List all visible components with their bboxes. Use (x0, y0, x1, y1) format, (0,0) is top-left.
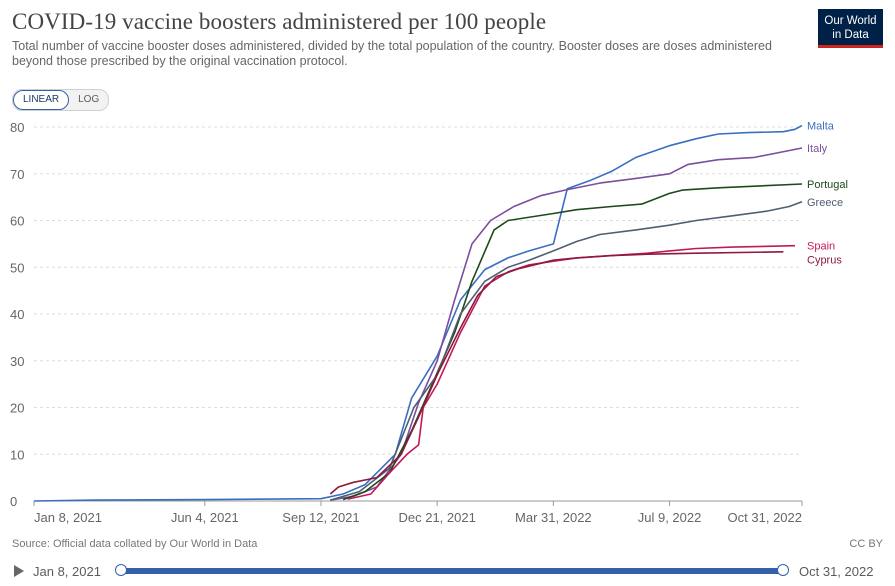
x-tick-label: Jul 9, 2022 (638, 510, 702, 525)
timeline-end-handle[interactable] (777, 564, 789, 576)
series-line[interactable] (347, 244, 796, 500)
y-tick-label: 0 (10, 494, 17, 509)
x-tick-label: Mar 31, 2022 (515, 510, 592, 525)
owid-logo[interactable]: Our World in Data (818, 9, 883, 48)
x-axis: Jan 8, 2021 Jun 4, 2021 Sep 12, 2021 Dec 21… (33, 500, 803, 525)
line-chart: 0 10 20 30 40 50 60 70 80 Jan 8, 2021 Jun 4, 2021… (10, 120, 848, 525)
y-tick-label: 70 (10, 167, 24, 182)
y-axis: 0 10 20 30 40 50 60 70 80 (10, 120, 24, 509)
y-tick-label: 20 (10, 401, 24, 416)
series-line[interactable] (330, 201, 803, 501)
series-line[interactable] (33, 124, 803, 502)
timeline-start-label: Jan 8, 2021 (33, 564, 101, 579)
logo-line-2: in Data (832, 29, 869, 41)
series-lines (33, 124, 803, 502)
y-tick-label: 40 (10, 307, 24, 322)
timeline-track[interactable] (121, 568, 783, 574)
chart-subtitle: Total number of vaccine booster doses ad… (12, 39, 772, 68)
source-note: Source: Official data collated by Our Wo… (12, 538, 258, 550)
x-tick-label: Oct 31, 2022 (728, 510, 802, 525)
series-label[interactable]: Cyprus (807, 255, 842, 267)
x-tick-label: Sep 12, 2021 (282, 510, 359, 525)
y-tick-label: 80 (10, 120, 24, 135)
timeline-end-label: Oct 31, 2022 (799, 564, 874, 579)
x-tick-label: Jan 8, 2021 (34, 510, 102, 525)
series-line[interactable] (330, 147, 803, 501)
series-line[interactable] (342, 183, 803, 501)
timeline-start-handle[interactable] (115, 564, 127, 576)
logo-stripe (818, 45, 883, 48)
series-line[interactable] (329, 251, 784, 495)
series-labels: Malta Italy Portugal Greece Spain Cyprus (807, 121, 848, 267)
license-link[interactable]: CC BY (849, 538, 883, 550)
y-tick-label: 50 (10, 260, 24, 275)
series-label[interactable]: Malta (807, 121, 835, 133)
log-scale-button[interactable]: LOG (78, 94, 100, 105)
logo-line-1: Our World (824, 15, 877, 27)
linear-scale-button[interactable]: LINEAR (13, 90, 70, 110)
play-icon[interactable] (14, 565, 24, 577)
series-label[interactable]: Portugal (807, 179, 848, 191)
series-label[interactable]: Greece (807, 197, 843, 209)
series-label[interactable]: Spain (807, 241, 835, 253)
scale-toggle: LINEAR LOG (12, 89, 110, 111)
timeline: Jan 8, 2021 Oct 31, 2022 (0, 558, 895, 584)
y-tick-label: 30 (10, 354, 24, 369)
y-tick-label: 60 (10, 214, 24, 229)
x-tick-label: Jun 4, 2021 (171, 510, 239, 525)
series-label[interactable]: Italy (807, 143, 828, 155)
chart-title: COVID-19 vaccine boosters administered p… (12, 9, 547, 34)
x-tick-label: Dec 21, 2021 (398, 510, 475, 525)
y-tick-label: 10 (10, 447, 24, 462)
grid-lines (34, 126, 802, 455)
